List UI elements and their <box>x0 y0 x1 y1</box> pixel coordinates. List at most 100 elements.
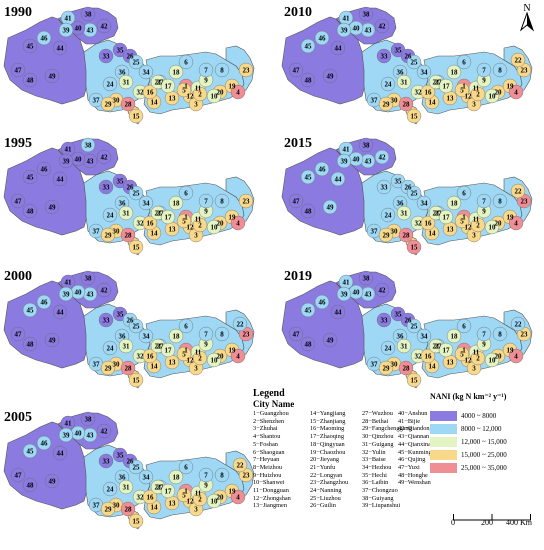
city-area <box>128 318 144 334</box>
city-number-label: 11 <box>473 85 480 93</box>
city-legend-item: 15−Zhanjiang <box>310 417 346 425</box>
city-legend-item: 7−Heyuan <box>253 456 280 464</box>
city-list-col-2: 14−Yangjiang 15−Zhanjiang 16−Maoming 17−Zha… <box>310 410 348 510</box>
city-number-label: 12 <box>187 357 195 365</box>
city-number-label: 34 <box>421 200 429 208</box>
city-area <box>100 96 116 112</box>
city-area <box>376 179 392 195</box>
city-area <box>420 348 436 364</box>
city-area <box>378 96 394 112</box>
city-area <box>118 74 134 90</box>
city-area <box>214 193 230 209</box>
city-number-label: 39 <box>341 291 349 299</box>
city-number-label: 25 <box>411 190 419 198</box>
city-area <box>160 342 176 358</box>
city-number-label: 34 <box>143 333 151 341</box>
city-number-label: 20 <box>217 89 225 97</box>
city-number-label: 24 <box>107 345 115 353</box>
city-number-label: 41 <box>65 146 73 154</box>
city-number-label: 15 <box>133 113 141 121</box>
city-number-label: 31 <box>123 79 131 87</box>
city-number-label: 6 <box>184 464 188 472</box>
city-area <box>300 302 316 318</box>
city-area <box>52 445 68 461</box>
city-area <box>22 443 38 459</box>
city-area <box>456 318 472 334</box>
city-area <box>508 348 524 364</box>
city-area <box>80 411 96 427</box>
city-area <box>374 18 390 34</box>
city-number-label: 6 <box>184 323 188 331</box>
city-area <box>300 72 316 88</box>
city-number-label: 41 <box>65 420 73 428</box>
city-number-label: 15 <box>133 377 141 385</box>
city-number-label: 41 <box>65 15 73 23</box>
city-area <box>118 479 134 495</box>
city-number-label: 8 <box>220 331 224 339</box>
city-number-label: 18 <box>173 474 181 482</box>
city-number-label: 12 <box>465 93 473 101</box>
city-area <box>58 22 74 38</box>
city-area <box>178 185 194 201</box>
city-number-label: 37 <box>371 97 379 105</box>
city-number-label: 1 <box>184 347 188 355</box>
city-number-label: 18 <box>451 333 459 341</box>
city-number-label: 29 <box>383 232 391 240</box>
city-number-label: 45 <box>27 448 35 456</box>
city-area <box>484 88 500 104</box>
city-number-label: 35 <box>117 178 125 186</box>
city-number-label: 42 <box>101 287 109 295</box>
city-area <box>198 193 214 209</box>
city-legend-item: 34−Hezhou <box>362 463 392 471</box>
city-legend-item: 38−Guiyang <box>362 494 394 502</box>
city-number-label: 7 <box>482 67 486 75</box>
city-number-label: 27 <box>157 343 165 351</box>
city-area <box>214 467 230 483</box>
city-number-label: 31 <box>123 484 131 492</box>
city-number-label: 43 <box>365 158 373 166</box>
city-area <box>10 193 26 209</box>
city-legend-item: 18−Qingyuan <box>310 440 345 448</box>
city-area <box>446 195 462 211</box>
city-area <box>416 64 432 80</box>
map-2000: 41 38 42 43 40 39 45 46 44 47 48 49 33 36 35 26 34 37 32 31… <box>0 264 268 389</box>
city-number-label: 9 <box>204 341 208 349</box>
city-number-label: 14 <box>429 230 437 238</box>
city-legend-item: 26−Guilin <box>310 502 336 510</box>
city-list-col-4: 40−Anshun 41−Bijie 42−Qiandongnan 43−Qianna… <box>398 410 442 487</box>
city-area <box>374 282 390 298</box>
city-legend-item: 23−Zhangzhou <box>310 479 349 487</box>
city-number-label: 31 <box>123 343 131 351</box>
city-number-label: 21 <box>155 210 163 218</box>
city-number-label: 7 <box>482 198 486 206</box>
city-number-label: 39 <box>341 158 349 166</box>
nani-swatch <box>430 463 457 473</box>
city-area <box>446 328 462 344</box>
city-area <box>98 48 114 64</box>
map-year: 2019 <box>284 269 312 284</box>
nani-class-label: 15,000 ~ 25,000 <box>461 451 507 459</box>
city-number-label: 33 <box>103 184 111 192</box>
city-area <box>238 62 254 78</box>
city-area <box>232 457 248 473</box>
city-area <box>80 270 96 286</box>
city-number-label: 7 <box>204 198 208 206</box>
city-number-label: 42 <box>379 154 387 162</box>
city-area <box>508 84 524 100</box>
city-number-label: 44 <box>57 450 65 458</box>
city-number-label: 17 <box>165 83 173 91</box>
city-number-label: 28 <box>403 232 411 240</box>
city-area <box>80 6 96 22</box>
city-area <box>380 340 396 356</box>
city-number-label: 28 <box>125 365 133 373</box>
scale-label: 200 <box>481 518 493 527</box>
city-number-label: 49 <box>327 204 335 212</box>
city-area <box>314 161 330 177</box>
city-number-label: 11 <box>195 349 202 357</box>
city-number-label: 46 <box>319 35 327 43</box>
city-area <box>36 294 52 310</box>
city-area <box>470 217 486 233</box>
city-number-label: 29 <box>383 365 391 373</box>
city-area <box>322 199 338 215</box>
